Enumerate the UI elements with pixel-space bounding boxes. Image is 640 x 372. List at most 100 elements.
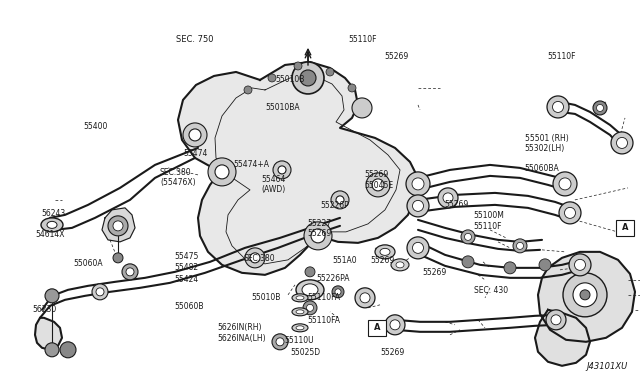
Text: 55269: 55269 — [422, 268, 447, 277]
Circle shape — [60, 342, 76, 358]
Circle shape — [189, 129, 201, 141]
Circle shape — [559, 178, 571, 190]
Text: 55100M: 55100M — [474, 211, 504, 220]
Circle shape — [215, 165, 229, 179]
Text: 55110F: 55110F — [547, 52, 576, 61]
Circle shape — [596, 105, 604, 112]
Text: 54614X: 54614X — [35, 231, 65, 240]
Circle shape — [294, 62, 302, 70]
Text: (55476X): (55476X) — [160, 178, 196, 187]
Text: 55060B: 55060B — [174, 302, 204, 311]
Ellipse shape — [292, 308, 308, 316]
Text: A: A — [621, 223, 628, 232]
Circle shape — [465, 233, 472, 240]
Polygon shape — [178, 62, 418, 275]
Ellipse shape — [375, 245, 395, 259]
Circle shape — [45, 343, 59, 357]
Ellipse shape — [380, 248, 390, 255]
Circle shape — [573, 283, 597, 307]
Text: 56243: 56243 — [42, 209, 66, 218]
Circle shape — [406, 172, 430, 196]
Circle shape — [126, 268, 134, 276]
Text: SEC. 750: SEC. 750 — [177, 35, 214, 44]
Text: 55010B: 55010B — [275, 76, 305, 84]
Text: 551A0: 551A0 — [333, 256, 357, 265]
Circle shape — [563, 273, 607, 317]
Circle shape — [96, 288, 104, 296]
Text: 55226PA: 55226PA — [317, 274, 350, 283]
Circle shape — [575, 259, 586, 270]
Text: (AWD): (AWD) — [261, 185, 285, 194]
Circle shape — [335, 289, 341, 295]
Ellipse shape — [391, 259, 409, 271]
Text: 5626INA(LH): 5626INA(LH) — [218, 334, 266, 343]
Circle shape — [461, 230, 475, 244]
Ellipse shape — [292, 324, 308, 332]
Text: 55010BA: 55010BA — [266, 103, 300, 112]
Circle shape — [45, 289, 59, 303]
Polygon shape — [102, 208, 135, 242]
Text: 55110U: 55110U — [285, 336, 314, 345]
Circle shape — [250, 253, 260, 263]
Text: 55269: 55269 — [381, 347, 405, 357]
Circle shape — [547, 96, 569, 118]
Circle shape — [360, 293, 370, 303]
Circle shape — [311, 229, 325, 243]
Circle shape — [366, 173, 390, 197]
Circle shape — [407, 237, 429, 259]
Text: 55226P: 55226P — [320, 201, 349, 210]
Circle shape — [336, 196, 344, 204]
Circle shape — [305, 267, 315, 277]
Circle shape — [92, 284, 108, 300]
Text: SEC.380: SEC.380 — [160, 169, 191, 177]
Circle shape — [326, 68, 334, 76]
Circle shape — [183, 123, 207, 147]
Circle shape — [273, 161, 291, 179]
Text: J43101XU: J43101XU — [586, 362, 627, 371]
Ellipse shape — [292, 294, 308, 302]
Circle shape — [352, 98, 372, 118]
Circle shape — [331, 191, 349, 209]
Text: 5626IN(RH): 5626IN(RH) — [218, 323, 262, 333]
Text: 55474+A: 55474+A — [234, 160, 269, 169]
Circle shape — [113, 221, 123, 231]
Text: 55110FA: 55110FA — [307, 293, 340, 302]
Text: SEC.380: SEC.380 — [243, 254, 275, 263]
Ellipse shape — [41, 218, 63, 232]
Ellipse shape — [296, 296, 304, 300]
Text: 55501 (RH): 55501 (RH) — [525, 134, 568, 143]
Circle shape — [564, 207, 575, 218]
Circle shape — [300, 70, 316, 86]
Circle shape — [304, 222, 332, 250]
Text: 55060BA: 55060BA — [525, 164, 559, 173]
Circle shape — [390, 320, 400, 330]
Text: 55269: 55269 — [445, 200, 469, 209]
Text: 55464: 55464 — [261, 175, 285, 184]
Text: 55482: 55482 — [174, 263, 198, 272]
Ellipse shape — [396, 262, 404, 268]
Circle shape — [443, 193, 453, 203]
Circle shape — [385, 315, 405, 335]
Circle shape — [552, 102, 563, 112]
Circle shape — [611, 132, 633, 154]
Circle shape — [413, 201, 424, 211]
Circle shape — [278, 166, 286, 174]
Text: 55045E: 55045E — [365, 181, 394, 190]
Circle shape — [292, 62, 324, 94]
Text: 55227: 55227 — [307, 219, 332, 228]
Ellipse shape — [296, 326, 304, 330]
Text: 55269: 55269 — [365, 170, 389, 179]
Text: 55010B: 55010B — [252, 293, 281, 302]
Text: 56230: 56230 — [32, 305, 56, 314]
Polygon shape — [535, 310, 590, 366]
Circle shape — [348, 84, 356, 92]
Polygon shape — [538, 252, 635, 342]
Circle shape — [462, 256, 474, 268]
Circle shape — [122, 264, 138, 280]
Circle shape — [513, 239, 527, 253]
Circle shape — [413, 243, 424, 253]
Text: 55110FA: 55110FA — [307, 316, 340, 325]
Circle shape — [108, 216, 128, 236]
Circle shape — [245, 248, 265, 268]
Text: A: A — [374, 323, 380, 332]
